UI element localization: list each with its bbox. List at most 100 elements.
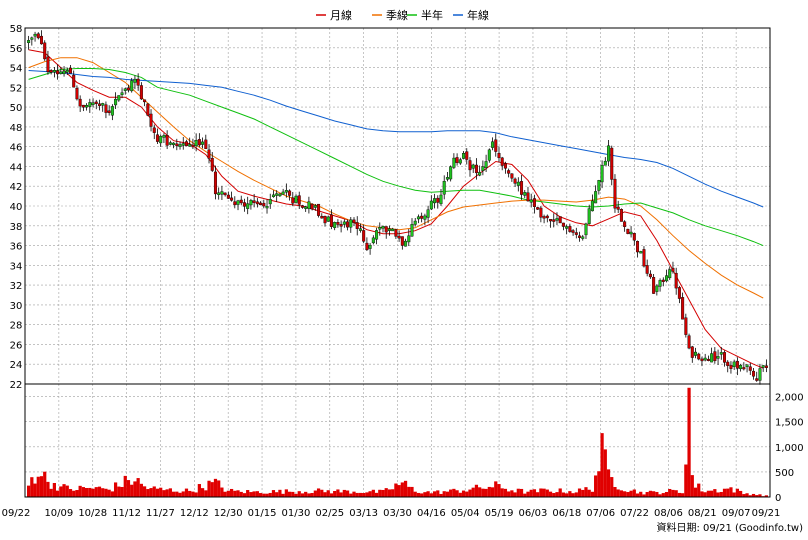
candlesticks: [27, 30, 768, 385]
volume-bar: [204, 490, 208, 497]
candle: [323, 215, 327, 227]
candle-body: [204, 139, 208, 149]
candle: [184, 139, 188, 147]
candle: [65, 67, 69, 75]
volume-bar: [310, 492, 314, 497]
volume-bar: [233, 490, 237, 497]
volume-bar: [697, 483, 701, 497]
volume-bar: [516, 488, 520, 497]
candle: [568, 223, 572, 233]
candle: [326, 215, 330, 222]
candle: [252, 193, 256, 208]
volume-bar: [275, 492, 279, 497]
candle-body: [220, 191, 224, 195]
volume-bar: [229, 488, 234, 497]
volume-bar: [613, 487, 617, 497]
price-tick-label: 34: [10, 261, 23, 272]
candle: [716, 349, 720, 366]
volume-bar: [710, 490, 714, 497]
candle: [578, 231, 582, 242]
candle-body: [104, 104, 108, 113]
volume-bar: [329, 493, 334, 497]
candle: [226, 191, 230, 199]
candle: [62, 66, 66, 77]
candle: [752, 367, 756, 380]
candle-body: [739, 364, 743, 370]
price-tick-label: 38: [10, 222, 23, 233]
volume-bar: [616, 489, 620, 497]
candle: [288, 189, 292, 201]
volume-bar: [223, 491, 227, 497]
volume-bar: [539, 488, 543, 497]
candle: [210, 152, 214, 172]
candle-body: [88, 102, 92, 107]
candle-body: [442, 181, 446, 195]
candle: [126, 84, 130, 93]
candle-body: [529, 199, 533, 203]
candle: [387, 225, 391, 236]
candle: [46, 50, 50, 75]
candle-body: [281, 191, 285, 195]
candle-body: [165, 135, 169, 146]
date-tick-label: 12/30: [214, 508, 243, 519]
candle-body: [500, 157, 504, 166]
volume-bar: [287, 491, 292, 497]
candle-body: [252, 200, 256, 203]
volume-bar: [513, 492, 517, 497]
candle: [648, 270, 652, 279]
candle-body: [713, 351, 717, 362]
candle: [130, 77, 134, 93]
candle: [423, 213, 427, 226]
volume-bar: [72, 490, 76, 497]
candle-body: [94, 101, 98, 104]
candle-body: [43, 42, 47, 60]
volume-bar: [655, 491, 659, 497]
candle: [75, 85, 79, 101]
candle: [197, 133, 201, 148]
candle-body: [291, 197, 295, 204]
candle: [507, 168, 511, 178]
volume-bar: [178, 492, 182, 497]
candle-body: [629, 231, 633, 235]
candle: [294, 194, 298, 204]
candle-body: [735, 361, 739, 369]
candle: [739, 363, 743, 372]
volume-bar: [478, 487, 482, 497]
candle-body: [523, 192, 527, 196]
volume-bar: [162, 490, 166, 497]
candle-body: [397, 235, 401, 239]
volume-bar: [165, 489, 169, 497]
candle: [136, 73, 140, 91]
volume-bar: [384, 488, 388, 497]
candle-body: [671, 267, 675, 272]
candle: [349, 216, 353, 233]
volume-bar: [594, 475, 598, 497]
candle: [465, 148, 469, 165]
candle: [223, 192, 227, 197]
candle-body: [265, 206, 269, 209]
candle-body: [358, 228, 362, 231]
price-tick-label: 30: [10, 301, 23, 312]
candle: [594, 185, 598, 204]
candle-body: [703, 357, 707, 361]
volume-bar: [722, 488, 727, 497]
volume-bar: [668, 488, 672, 497]
candle: [146, 102, 150, 117]
candle: [642, 246, 646, 268]
candle-body: [407, 235, 411, 243]
candle-body: [65, 69, 69, 73]
candle-body: [394, 229, 398, 237]
volume-bar: [320, 489, 324, 497]
candle-body: [723, 352, 727, 363]
candle-body: [136, 78, 140, 86]
candle: [52, 66, 56, 78]
volume-bar: [484, 488, 488, 497]
candle-body: [616, 206, 620, 210]
candle-body: [404, 240, 408, 247]
volume-bar: [600, 433, 604, 497]
candle: [555, 212, 559, 226]
candle-body: [645, 265, 649, 274]
date-tick-label: 09/21: [752, 508, 781, 519]
volume-bar: [400, 482, 404, 497]
